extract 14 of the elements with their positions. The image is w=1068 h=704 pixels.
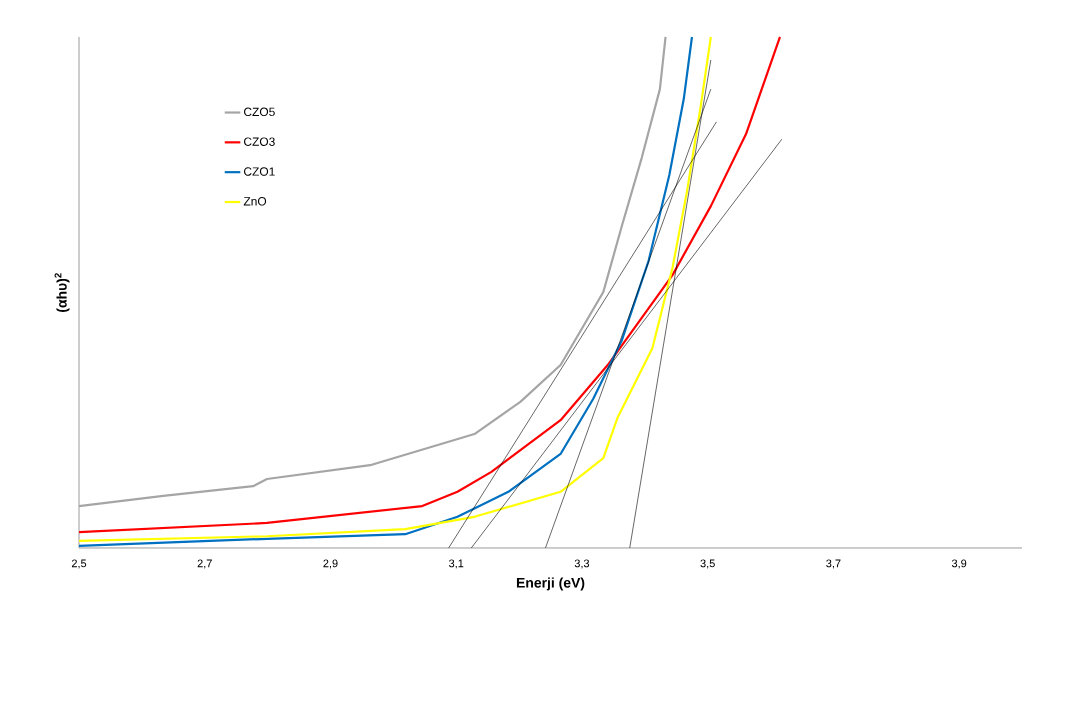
x-tick-label: 3,5	[700, 559, 715, 569]
y-axis-title: (αhυ)$^{2}$	[54, 273, 70, 313]
x-tick-label: 3,3	[574, 559, 590, 569]
legend-label: CZO1	[244, 167, 275, 176]
x-tick-label: 3,1	[449, 559, 464, 569]
legend-label: CZO5	[244, 107, 275, 117]
x-tick-label: 3,7	[826, 559, 841, 569]
legend-label: CZO3	[244, 137, 275, 146]
x-tick-label: 3,9	[951, 559, 967, 569]
x-axis-title: Enerji (eV)	[516, 577, 585, 591]
legend-label: ZnO	[243, 197, 267, 206]
x-tick-label: 2,7	[197, 559, 212, 569]
x-tick-label: 2,9	[323, 559, 338, 569]
x-tick-label: 2,5	[71, 559, 87, 569]
